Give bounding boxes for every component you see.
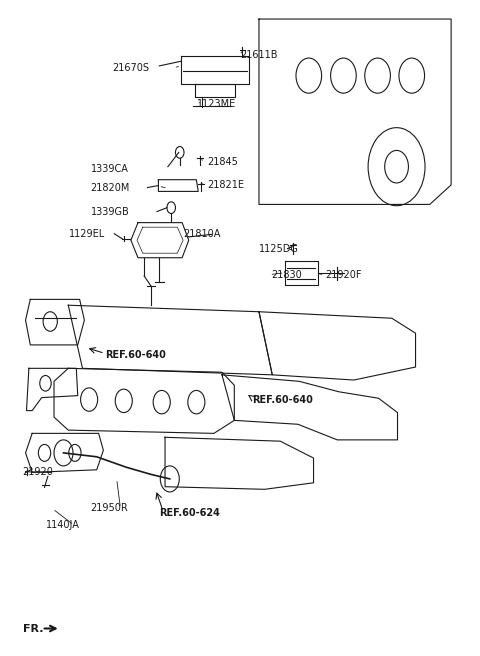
Text: 1129EL: 1129EL xyxy=(69,230,106,239)
Text: 21920F: 21920F xyxy=(325,270,362,279)
Text: REF.60-624: REF.60-624 xyxy=(159,508,220,518)
Text: FR.: FR. xyxy=(23,623,43,634)
Text: 1123ME: 1123ME xyxy=(197,98,237,109)
Text: 1339GB: 1339GB xyxy=(91,207,129,217)
Text: 21830: 21830 xyxy=(271,270,301,279)
Text: 21670S: 21670S xyxy=(112,63,149,73)
Text: REF.60-640: REF.60-640 xyxy=(252,394,313,405)
Text: REF.60-640: REF.60-640 xyxy=(105,350,166,360)
Text: 21845: 21845 xyxy=(207,157,238,167)
Text: 21821E: 21821E xyxy=(207,180,244,190)
Text: 1339CA: 1339CA xyxy=(91,163,129,174)
Text: 21820M: 21820M xyxy=(91,183,130,193)
Text: 21950R: 21950R xyxy=(91,503,128,513)
Text: 1125DG: 1125DG xyxy=(259,243,299,254)
Text: 1140JA: 1140JA xyxy=(46,520,79,530)
Text: 21611B: 21611B xyxy=(240,50,277,60)
Text: 21920: 21920 xyxy=(23,467,54,478)
Text: 21810A: 21810A xyxy=(183,230,220,239)
